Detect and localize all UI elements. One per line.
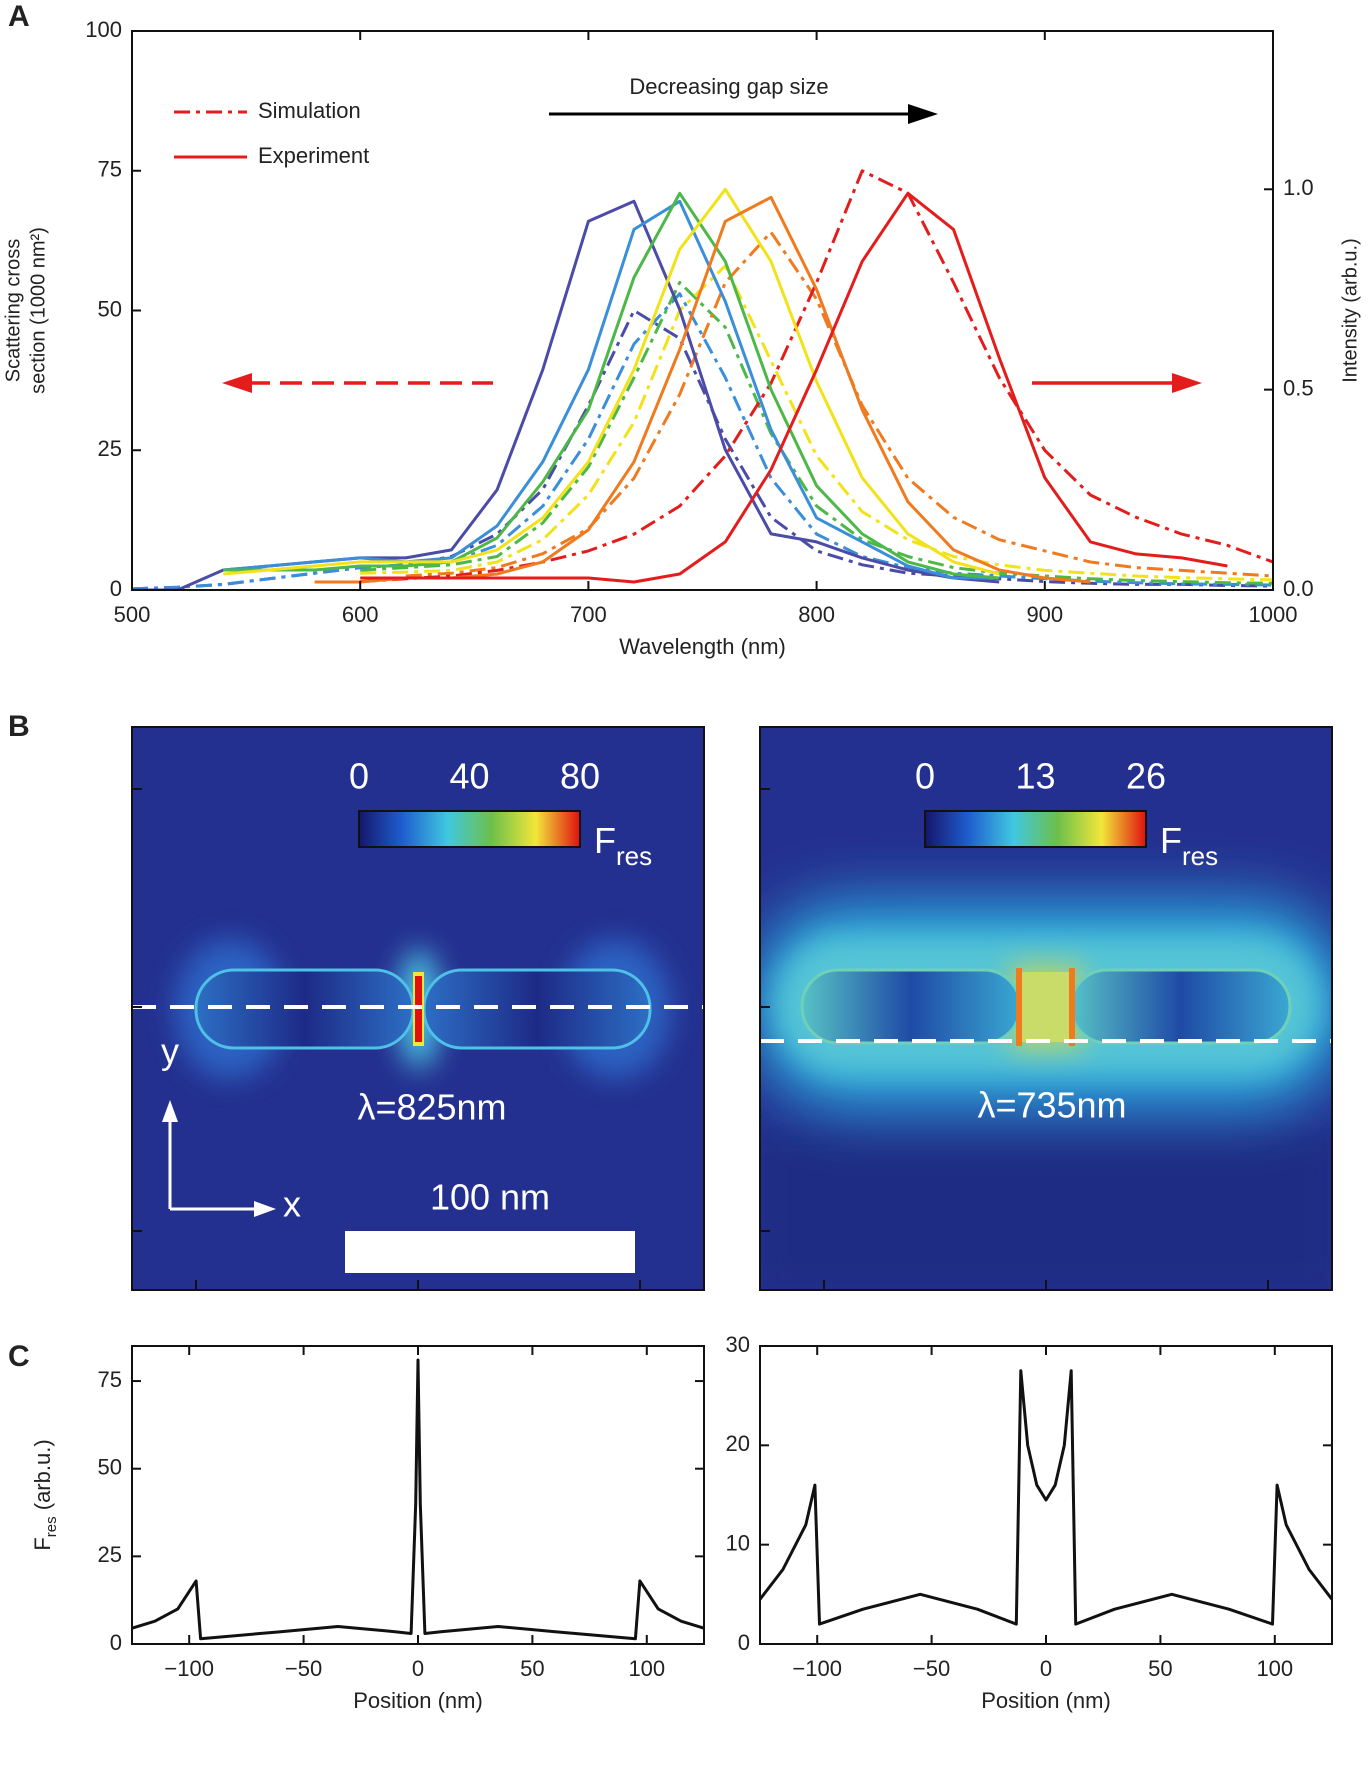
x-tick-label: 900 <box>1026 602 1063 627</box>
panel-label: B <box>8 710 30 743</box>
y-tick-label: 75 <box>98 1367 122 1392</box>
colorbar-tick-label: 0 <box>349 756 369 797</box>
colorbar <box>924 810 1147 848</box>
plot-area <box>132 169 1273 590</box>
axis-name: x <box>283 1184 301 1225</box>
arrow-head <box>222 373 252 393</box>
y-tick-label: 0 <box>110 1630 122 1655</box>
x-axis-label: Position (nm) <box>353 1688 483 1713</box>
scale-label: 100 nm <box>430 1177 550 1218</box>
label-part: F <box>594 820 616 861</box>
y-tick-label: 20 <box>726 1431 750 1456</box>
x-tick-label: 0 <box>412 1656 424 1681</box>
y2-axis-label: Intensity (arb.u.) <box>1339 238 1361 383</box>
scale-bar <box>345 1231 635 1273</box>
label-part: F <box>30 1537 55 1550</box>
arrow-head <box>162 1100 178 1122</box>
y2-tick-label: 1.0 <box>1283 175 1314 200</box>
plot-area <box>132 1358 704 1641</box>
x-axis-label: Wavelength (nm) <box>619 634 786 659</box>
series-line <box>760 1369 1332 1626</box>
nanorod <box>800 968 1022 1045</box>
x-tick-label: 500 <box>114 602 151 627</box>
arrow-head <box>1172 373 1202 393</box>
x-tick-label: 1000 <box>1249 602 1298 627</box>
y-tick-label: 50 <box>98 296 122 321</box>
y2-tick-label: 0.0 <box>1283 576 1314 601</box>
label-part: res <box>1182 841 1218 871</box>
colorbar-tick-label: 0 <box>915 756 935 797</box>
y-tick-label: 50 <box>98 1455 122 1480</box>
x-tick-label: 50 <box>1148 1656 1172 1681</box>
annotation: Decreasing gap size <box>629 74 828 99</box>
x-axis-label: Position (nm) <box>981 1688 1111 1713</box>
wavelength-label: λ=825nm <box>357 1087 506 1128</box>
arrow-head <box>908 104 938 124</box>
y-tick-label: 75 <box>98 157 122 182</box>
series-line <box>223 199 1000 580</box>
y-tick-label: 0 <box>738 1630 750 1655</box>
y2-tick-label: 0.5 <box>1283 375 1314 400</box>
colorbar-tick-label: 26 <box>1126 756 1166 797</box>
series-line <box>360 281 1273 585</box>
colorbar-label: Fres <box>594 820 652 871</box>
y-tick-label: 25 <box>98 436 122 461</box>
x-tick-label: 50 <box>520 1656 544 1681</box>
series-line <box>223 187 1000 576</box>
arrow-head <box>254 1201 276 1217</box>
colorbar-tick-label: 80 <box>560 756 600 797</box>
panel-label: A <box>8 0 30 33</box>
series-line <box>223 191 1000 580</box>
series-line <box>360 191 1228 584</box>
map-shade <box>760 1130 1332 1290</box>
series-line <box>132 309 1273 590</box>
nanorod <box>1069 968 1292 1045</box>
colorbar-tick-label: 13 <box>1015 756 1055 797</box>
x-tick-label: −100 <box>164 1656 214 1681</box>
y-tick-label: 25 <box>98 1542 122 1567</box>
y-tick-label: 0 <box>110 576 122 601</box>
x-tick-label: −50 <box>913 1656 950 1681</box>
y-tick-label: 30 <box>726 1332 750 1357</box>
panel-label: C <box>8 1340 30 1373</box>
series-line <box>360 169 1273 584</box>
y-axis-label: section (1000 nm²) <box>27 227 49 394</box>
colorbar-label: Fres <box>1160 820 1218 871</box>
legend-label: Experiment <box>258 143 369 168</box>
x-tick-label: −50 <box>285 1656 322 1681</box>
legend-label: Simulation <box>258 98 361 123</box>
wavelength-label: λ=735nm <box>977 1085 1126 1126</box>
series-line <box>132 1358 704 1641</box>
gap-edge <box>1016 968 1022 1046</box>
label-part: (arb.u.) <box>30 1439 55 1516</box>
y-tick-label: 10 <box>726 1530 750 1555</box>
colorbar <box>358 810 581 848</box>
label-part: res <box>43 1516 60 1537</box>
gap-field <box>1020 972 1071 1042</box>
axis-name: y <box>161 1031 179 1072</box>
label-part: res <box>616 841 652 871</box>
plot-area <box>760 1369 1332 1626</box>
y-tick-label: 100 <box>85 17 122 42</box>
x-tick-label: 100 <box>628 1656 665 1681</box>
x-tick-label: 0 <box>1040 1656 1052 1681</box>
x-tick-label: 600 <box>342 602 379 627</box>
axes-frame <box>759 1345 1333 1645</box>
label-part: F <box>1160 820 1182 861</box>
series-line <box>132 199 1000 590</box>
x-tick-label: 700 <box>570 602 607 627</box>
x-tick-label: −100 <box>792 1656 842 1681</box>
colorbar-tick-label: 40 <box>449 756 489 797</box>
x-tick-label: 100 <box>1256 1656 1293 1681</box>
y-axis-label: Fres (arb.u.) <box>30 1439 61 1550</box>
map-ticks <box>132 788 1269 1290</box>
gap-edge <box>1069 968 1075 1046</box>
y-axis-label: Scattering cross <box>2 239 24 382</box>
x-tick-label: 800 <box>798 602 835 627</box>
